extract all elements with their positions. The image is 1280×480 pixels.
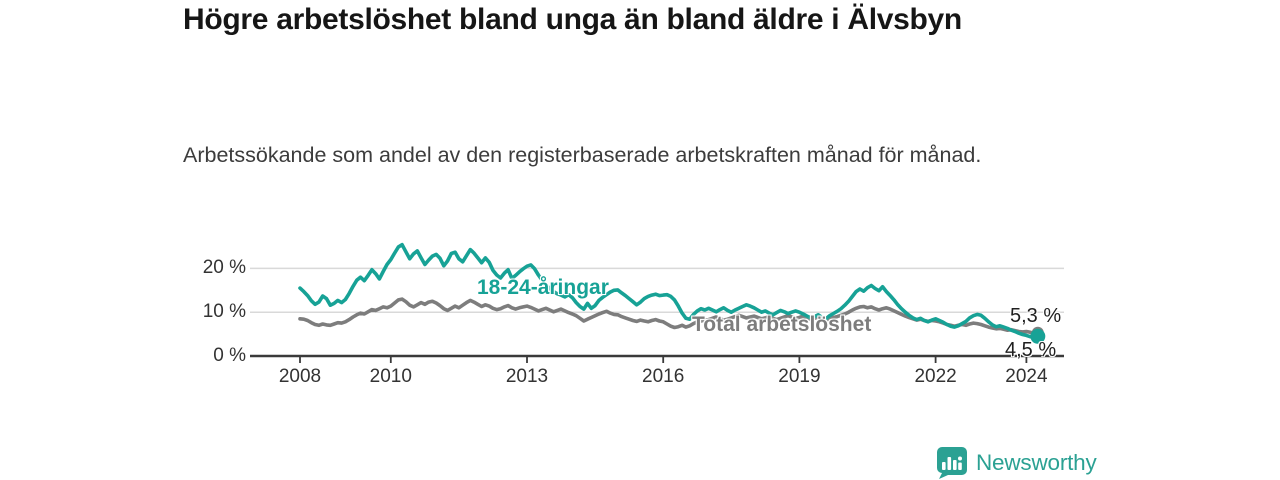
series-line-total [298,297,1040,336]
x-axis-tick-label: 2013 [505,366,549,387]
end-dot-young [1030,328,1046,344]
end-value-total: 5,3 % [1010,305,1062,327]
y-axis-tick-label: 10 % [202,301,246,323]
chart-title: Högre arbetslöshet bland unga än bland ä… [183,3,962,36]
x-axis-tick-label: 2019 [778,366,821,387]
y-axis-tick-label: 20 % [202,257,246,279]
end-value-young: 4,5 % [1005,339,1057,361]
x-axis-tick-label: 2022 [914,366,957,387]
series-label-young: 18-24-åringar [477,276,609,299]
newsworthy-logo-text: Newsworthy [976,450,1097,475]
series-line-young [298,242,1040,340]
newsworthy-logo: Newsworthy [933,446,1097,480]
x-axis-tick-label: 2024 [1005,366,1048,387]
y-axis-tick-label: 0 % [213,345,246,366]
chart-subtitle: Arbetssökande som andel av den registerb… [183,143,982,167]
x-axis-tick-label: 2016 [642,366,685,387]
series-label-total: Total arbetslöshet [692,313,872,336]
x-axis-tick-label: 2010 [369,366,412,387]
x-axis-tick-label: 2008 [278,366,322,387]
newsworthy-logo-icon [937,447,967,479]
